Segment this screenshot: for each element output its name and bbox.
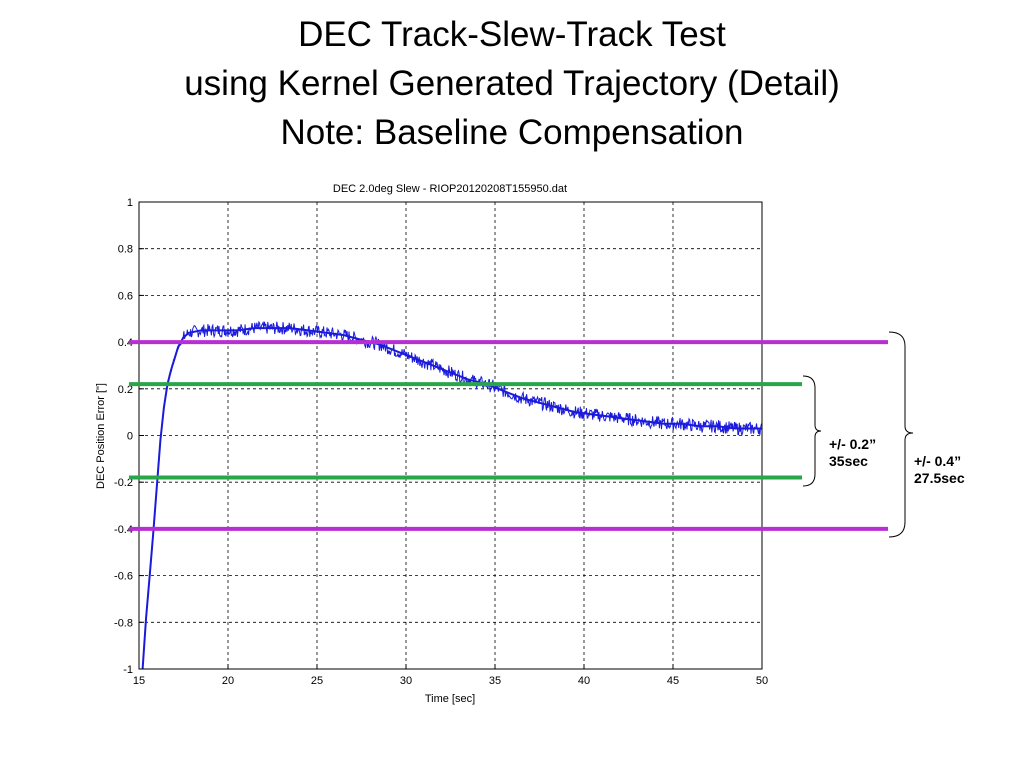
brace-02 — [802, 375, 822, 487]
series-line — [141, 327, 762, 670]
y-tick-label: -0.2 — [114, 477, 133, 489]
slide-title-line-3: Note: Baseline Compensation — [280, 113, 744, 152]
annotation-0-4-line-1: +/- 0.4” — [914, 453, 962, 469]
x-tick-label: 35 — [489, 675, 501, 687]
annotation-0-2-line-2: 35sec — [829, 453, 868, 469]
y-tick-label: 0.6 — [118, 290, 133, 302]
y-tick-label: -0.8 — [114, 617, 133, 629]
x-tick-label: 40 — [578, 675, 590, 687]
brace-04 — [888, 331, 914, 538]
slide-title-line-1: DEC Track-Slew-Track Test — [298, 15, 726, 54]
x-axis-label: Time [sec] — [425, 693, 475, 705]
y-tick-label: -1 — [123, 664, 133, 676]
slide-title: DEC Track-Slew-Track Test using Kernel G… — [0, 10, 1024, 157]
slide-title-line-2: using Kernel Generated Trajectory (Detai… — [184, 64, 840, 103]
y-tick-label: 0.2 — [118, 384, 133, 396]
chart-title: DEC 2.0deg Slew - RIOP20120208T155950.da… — [333, 183, 567, 195]
y-tick-label: 1 — [127, 197, 133, 209]
x-tick-label: 20 — [222, 675, 234, 687]
x-tick-label: 30 — [400, 675, 412, 687]
x-tick-label: 15 — [133, 675, 145, 687]
series-layer — [141, 320, 763, 670]
x-tick-label: 45 — [667, 675, 679, 687]
x-tick-label: 25 — [311, 675, 323, 687]
annotation-tolerance-0-2: +/- 0.2” 35sec — [829, 436, 876, 470]
series-noise-trace — [142, 320, 763, 670]
annotation-0-2-line-1: +/- 0.2” — [829, 436, 877, 452]
annotation-0-4-line-2: 27.5sec — [914, 470, 965, 486]
y-tick-label: 0.8 — [118, 244, 133, 256]
grid-layer — [139, 202, 762, 669]
y-axis-label: DEC Position Error ["] — [95, 383, 107, 489]
annotation-tolerance-0-4: +/- 0.4” 27.5sec — [914, 453, 965, 487]
y-tick-label: -0.6 — [114, 571, 133, 583]
overlay-layer — [129, 340, 888, 531]
y-tick-label: 0 — [127, 431, 133, 443]
y-tick-label: -0.4 — [114, 524, 133, 536]
tick-layer: 15 20 25 30 35 40 45 5010.80.60.40.20-0.2-0.4-0… — [114, 197, 768, 687]
x-tick-label: 50 — [756, 675, 768, 687]
